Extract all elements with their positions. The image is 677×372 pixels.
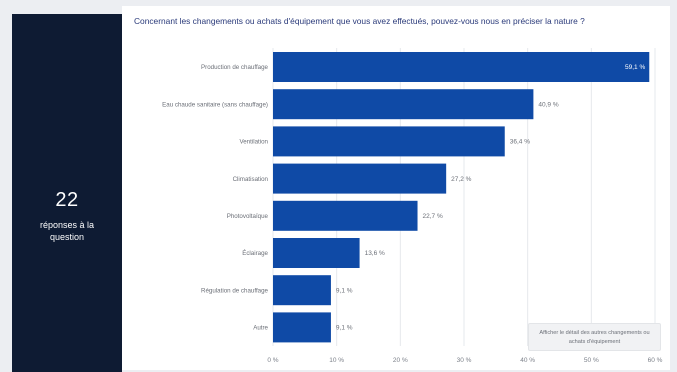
value-label: 13,6 % [365, 250, 385, 257]
category-label: Climatisation [233, 176, 269, 183]
value-label: 59,1 % [625, 64, 645, 71]
response-summary: 22 réponses à la question [12, 14, 122, 372]
bar[interactable] [273, 163, 447, 194]
category-label: Eau chaude sanitaire (sans chauffage) [162, 101, 268, 108]
value-label: 22,7 % [423, 213, 443, 220]
category-label: Autre [253, 325, 268, 332]
x-tick-labels: 0 % 10 % 20 % 30 % 40 % 50 % 60 % [267, 357, 662, 364]
bar[interactable] [273, 52, 650, 82]
bars [273, 52, 650, 343]
category-label: Photovoltaïque [227, 213, 269, 220]
category-label: Ventilation [239, 139, 268, 146]
bar[interactable] [273, 126, 505, 157]
x-tick-label: 50 % [584, 357, 599, 364]
details-tooltip[interactable]: Afficher le détail des autres changement… [528, 323, 661, 351]
x-tick-label: 10 % [329, 357, 344, 364]
value-label: 36,4 % [510, 139, 530, 146]
bar[interactable] [273, 275, 331, 306]
value-labels: 59,1 % 40,9 % 36,4 % 27,2 % 22,7 % 13,6 % 9,1 … [336, 64, 646, 331]
category-label: Régulation de chauffage [201, 287, 269, 294]
question-title: Concernant les changements ou achats d'é… [134, 16, 585, 26]
x-tick-label: 60 % [648, 357, 663, 364]
category-label: Production de chauffage [201, 64, 269, 71]
x-tick-label: 40 % [520, 357, 535, 364]
bar[interactable] [273, 200, 418, 231]
bar[interactable] [273, 312, 331, 343]
value-label: 9,1 % [336, 287, 353, 294]
x-tick-label: 0 % [267, 357, 278, 364]
response-count: 22 [55, 189, 79, 211]
category-label: Éclairage [242, 250, 268, 257]
value-label: 27,2 % [451, 176, 471, 183]
category-labels: Production de chauffage Eau chaude sanita… [162, 64, 268, 331]
bar[interactable] [273, 238, 360, 268]
value-label: 40,9 % [538, 101, 558, 108]
bar[interactable] [273, 89, 534, 120]
response-count-label: réponses à la question [39, 220, 95, 242]
x-tick-label: 30 % [457, 357, 472, 364]
value-label: 9,1 % [336, 325, 353, 332]
x-tick-label: 20 % [393, 357, 408, 364]
